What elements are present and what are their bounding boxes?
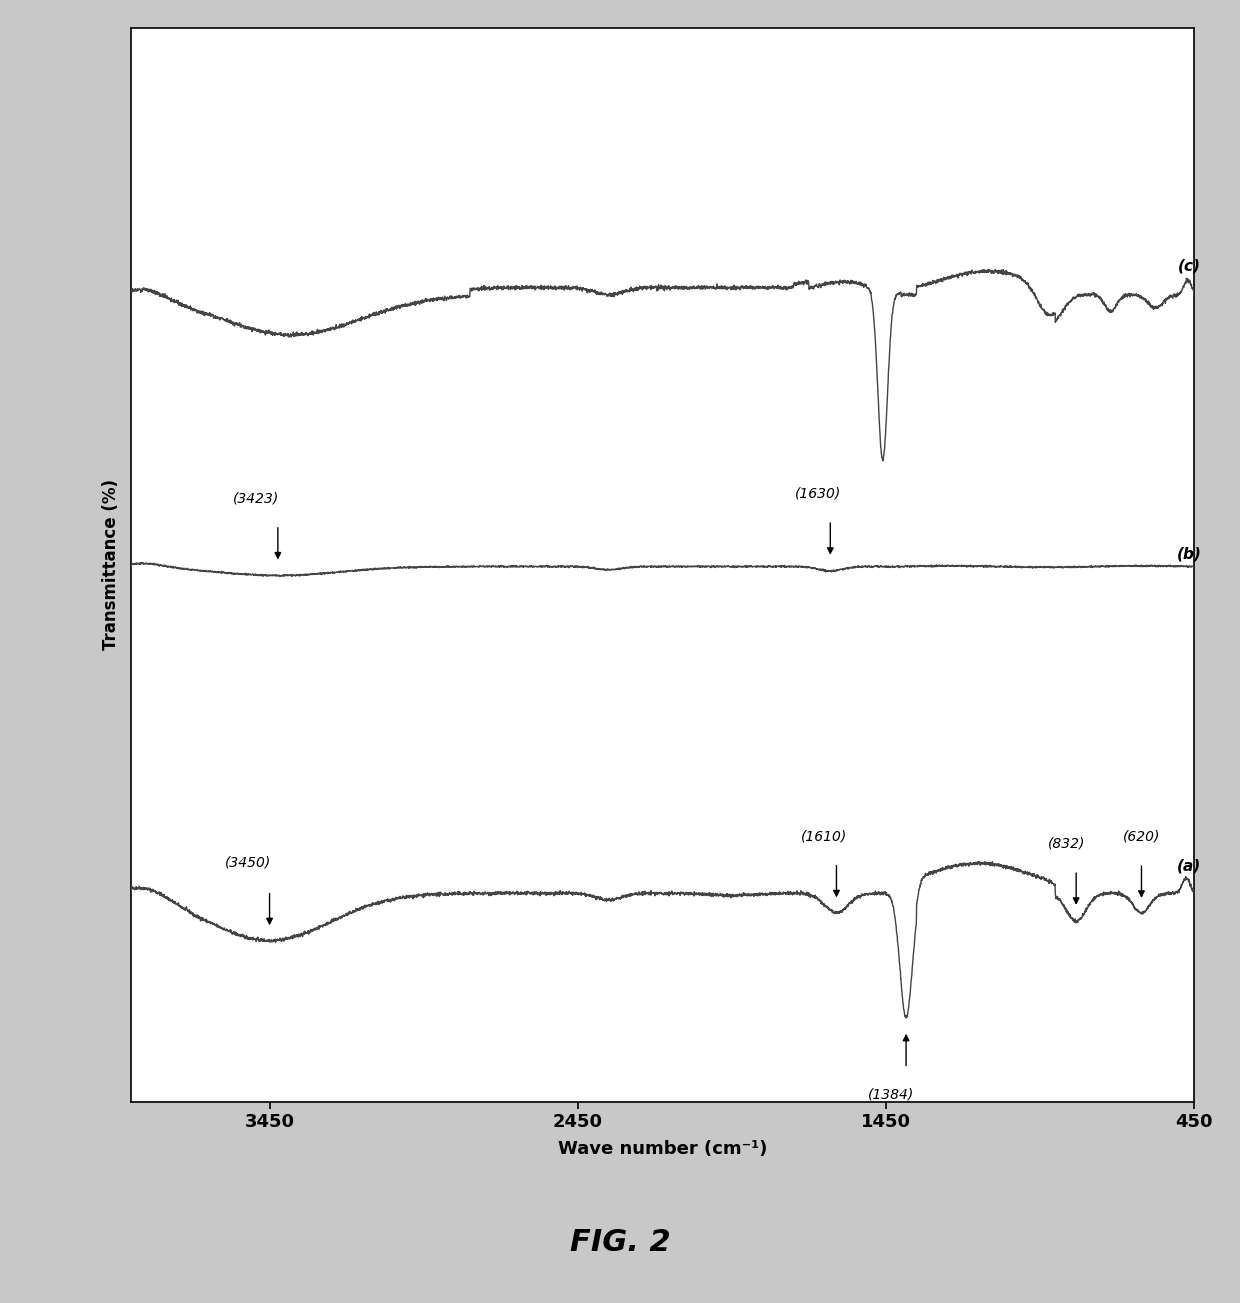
Text: (832): (832) — [1048, 837, 1085, 851]
Text: (c): (c) — [1178, 258, 1200, 274]
Text: (1630): (1630) — [795, 487, 841, 500]
Text: (3423): (3423) — [233, 491, 279, 506]
Text: FIG. 2: FIG. 2 — [569, 1227, 671, 1257]
Text: (a): (a) — [1177, 859, 1202, 873]
Text: (b): (b) — [1177, 546, 1202, 562]
Text: (620): (620) — [1122, 830, 1161, 844]
X-axis label: Wave number (cm⁻¹): Wave number (cm⁻¹) — [558, 1140, 768, 1157]
Text: (3450): (3450) — [224, 855, 272, 869]
Text: (1610): (1610) — [801, 830, 847, 843]
Y-axis label: Transmittance (%): Transmittance (%) — [102, 480, 120, 650]
Text: (1384): (1384) — [868, 1088, 914, 1102]
